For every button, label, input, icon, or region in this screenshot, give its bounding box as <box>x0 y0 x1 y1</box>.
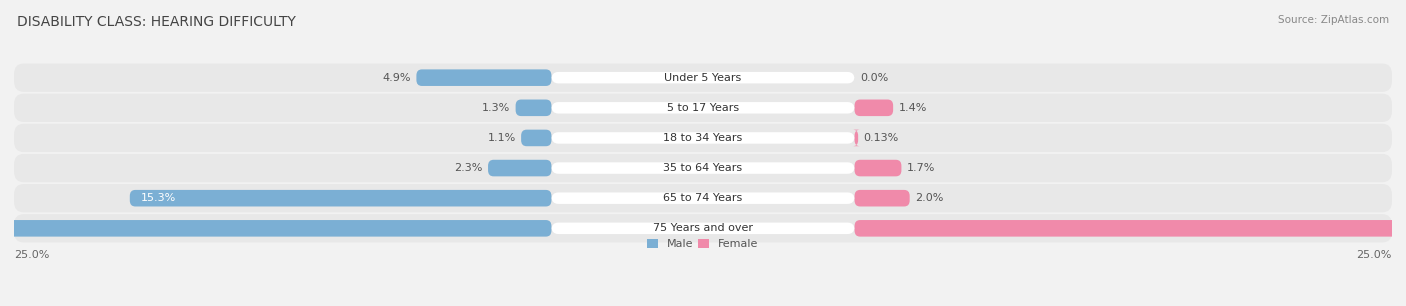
Text: 5 to 17 Years: 5 to 17 Years <box>666 103 740 113</box>
Text: 4.9%: 4.9% <box>382 73 411 83</box>
FancyBboxPatch shape <box>0 220 551 237</box>
Text: 25.0%: 25.0% <box>1357 250 1392 260</box>
FancyBboxPatch shape <box>416 69 551 86</box>
FancyBboxPatch shape <box>551 132 855 144</box>
Text: DISABILITY CLASS: HEARING DIFFICULTY: DISABILITY CLASS: HEARING DIFFICULTY <box>17 15 295 29</box>
Text: 1.7%: 1.7% <box>907 163 935 173</box>
Legend: Male, Female: Male, Female <box>647 239 759 249</box>
Text: 18 to 34 Years: 18 to 34 Years <box>664 133 742 143</box>
Text: 1.3%: 1.3% <box>482 103 510 113</box>
FancyBboxPatch shape <box>551 72 855 84</box>
Text: 35 to 64 Years: 35 to 64 Years <box>664 163 742 173</box>
FancyBboxPatch shape <box>855 220 1406 237</box>
FancyBboxPatch shape <box>551 222 855 234</box>
FancyBboxPatch shape <box>551 192 855 204</box>
FancyBboxPatch shape <box>852 130 860 146</box>
FancyBboxPatch shape <box>14 124 1392 152</box>
FancyBboxPatch shape <box>855 99 893 116</box>
FancyBboxPatch shape <box>855 160 901 176</box>
Text: 1.1%: 1.1% <box>488 133 516 143</box>
Text: 15.3%: 15.3% <box>141 193 176 203</box>
FancyBboxPatch shape <box>14 94 1392 122</box>
FancyBboxPatch shape <box>129 190 551 207</box>
Text: 2.0%: 2.0% <box>915 193 943 203</box>
FancyBboxPatch shape <box>516 99 551 116</box>
FancyBboxPatch shape <box>14 214 1392 242</box>
FancyBboxPatch shape <box>14 154 1392 182</box>
FancyBboxPatch shape <box>488 160 551 176</box>
Text: Source: ZipAtlas.com: Source: ZipAtlas.com <box>1278 15 1389 25</box>
FancyBboxPatch shape <box>551 162 855 174</box>
FancyBboxPatch shape <box>14 184 1392 212</box>
FancyBboxPatch shape <box>551 102 855 114</box>
FancyBboxPatch shape <box>522 130 551 146</box>
Text: 75 Years and over: 75 Years and over <box>652 223 754 233</box>
Text: 0.0%: 0.0% <box>860 73 889 83</box>
FancyBboxPatch shape <box>14 64 1392 92</box>
Text: 1.4%: 1.4% <box>898 103 927 113</box>
FancyBboxPatch shape <box>855 190 910 207</box>
Text: 25.0%: 25.0% <box>14 250 49 260</box>
Text: 2.3%: 2.3% <box>454 163 482 173</box>
Text: Under 5 Years: Under 5 Years <box>665 73 741 83</box>
Text: 0.13%: 0.13% <box>863 133 898 143</box>
Text: 65 to 74 Years: 65 to 74 Years <box>664 193 742 203</box>
